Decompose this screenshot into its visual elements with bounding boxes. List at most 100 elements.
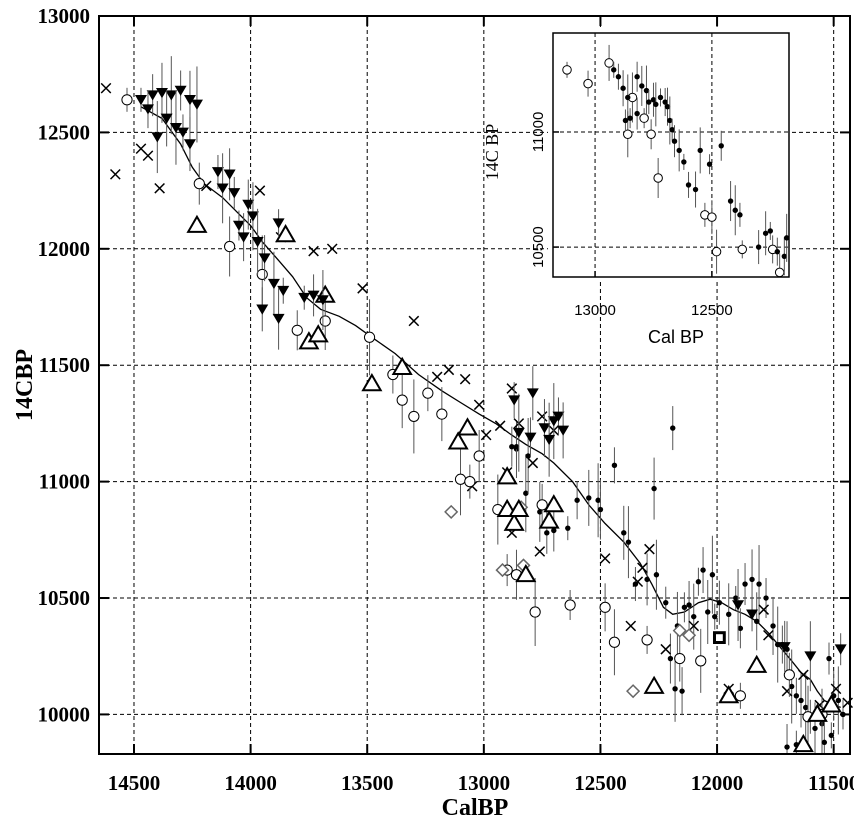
data-point-dot — [551, 509, 557, 552]
triangle-down-marker — [298, 292, 311, 304]
triangle-down-marker — [134, 95, 147, 106]
dot-marker — [634, 110, 640, 117]
cross-marker — [527, 457, 539, 469]
data-point-cross — [660, 643, 672, 655]
data-point-circle-open — [639, 108, 649, 129]
data-point-circle-open — [653, 158, 663, 199]
circle-marker — [608, 636, 621, 648]
cross-marker — [326, 243, 338, 255]
data-point-triangle-down-filled — [732, 569, 745, 642]
data-point-dot — [523, 454, 529, 533]
dot-marker — [763, 595, 769, 601]
dot-marker — [755, 244, 762, 250]
data-point-triangle-down-filled — [242, 179, 255, 230]
inset-x-axis-label: Cal BP — [648, 327, 704, 347]
data-point-circle-open — [646, 119, 656, 150]
dot-marker — [732, 207, 738, 213]
data-point-circle-open — [436, 387, 448, 442]
data-point-dot — [586, 469, 592, 526]
triangle-up-marker — [456, 417, 479, 436]
cross-marker — [688, 620, 700, 632]
data-point-diamond-open — [626, 684, 641, 699]
cross-marker — [408, 315, 420, 327]
data-point-dot — [537, 481, 543, 542]
dot-marker — [667, 117, 673, 124]
triangle-down-marker — [746, 609, 759, 620]
data-point-triangle-down-filled — [834, 633, 847, 666]
circle-marker — [653, 173, 663, 183]
data-point-circle-open — [608, 609, 621, 676]
dot-marker — [664, 103, 671, 110]
dot-marker — [700, 567, 706, 573]
data-point-triangle-down-filled — [232, 210, 245, 241]
circle-marker — [707, 212, 717, 222]
data-point-triangle-down-filled — [251, 208, 264, 275]
dot-marker — [670, 425, 676, 431]
triangle-down-marker — [246, 211, 259, 222]
data-point-dot — [686, 581, 692, 630]
data-point-dot — [783, 213, 790, 262]
data-point-dot — [670, 406, 676, 451]
dot-marker — [733, 595, 739, 601]
circle-marker — [783, 669, 795, 681]
dot-marker — [706, 161, 713, 167]
dot-marker — [595, 497, 601, 503]
data-point-triangle-down-filled — [746, 597, 759, 632]
data-point-triangle-open — [447, 431, 469, 450]
triangle-up-marker — [746, 654, 768, 673]
inset-background — [548, 30, 790, 279]
data-point-cross — [599, 553, 611, 564]
triangle-down-marker — [272, 218, 285, 229]
data-point-dot — [726, 583, 732, 646]
cross-marker — [459, 373, 471, 385]
data-point-triangle-down-filled — [155, 62, 168, 123]
dot-marker — [754, 618, 760, 624]
cross-marker — [480, 429, 492, 441]
data-point-circle-open — [121, 87, 133, 112]
triangle-up-marker — [447, 431, 469, 450]
data-point-triangle-open — [820, 694, 842, 713]
data-point-dot — [712, 603, 718, 630]
data-point-circle-open — [562, 61, 572, 78]
data-point-triangle-down-filled — [557, 402, 570, 459]
data-point-triangle-down-filled — [272, 209, 285, 238]
dot-marker — [544, 530, 550, 536]
inset-data-points — [562, 44, 790, 278]
data-point-diamond-open — [444, 504, 459, 519]
data-point-circle-open — [408, 379, 420, 454]
triangle-down-marker — [732, 600, 745, 611]
data-point-triangle-down-filled — [508, 382, 521, 419]
data-point-triangle-open — [746, 654, 768, 673]
dot-marker — [672, 686, 678, 692]
data-point-dot — [650, 82, 657, 117]
data-point-cross — [459, 373, 471, 385]
data-point-dot — [625, 74, 631, 121]
data-point-dot — [756, 545, 762, 624]
data-point-triangle-open — [806, 703, 828, 722]
dot-marker — [709, 572, 716, 578]
circle-marker — [674, 652, 686, 665]
data-point-circle-open — [695, 628, 707, 693]
triangle-down-marker — [165, 90, 178, 101]
cross-marker — [431, 371, 443, 383]
data-point-dot — [706, 154, 713, 175]
data-point-triangle-down-filled — [165, 56, 178, 135]
dot-marker — [681, 159, 687, 165]
data-point-triangle-down-filled — [146, 74, 159, 117]
data-point-triangle-down-filled — [543, 402, 556, 477]
triangle-down-marker — [174, 85, 187, 96]
dot-marker — [525, 453, 531, 459]
data-point-cross — [308, 245, 319, 257]
inset-y-tick-label: 11000 — [530, 112, 547, 153]
y-tick-label: 11500 — [39, 353, 90, 377]
y-tick-label: 11000 — [39, 470, 90, 494]
data-point-cross — [637, 562, 648, 574]
diamond-marker — [626, 684, 641, 699]
data-point-dot — [509, 426, 515, 467]
data-point-cross — [142, 150, 154, 162]
data-point-circle-open — [473, 430, 485, 483]
triangle-down-marker — [512, 427, 525, 439]
triangle-up-marker — [538, 510, 560, 529]
data-point-dot — [716, 580, 723, 625]
data-point-dot — [663, 586, 669, 619]
